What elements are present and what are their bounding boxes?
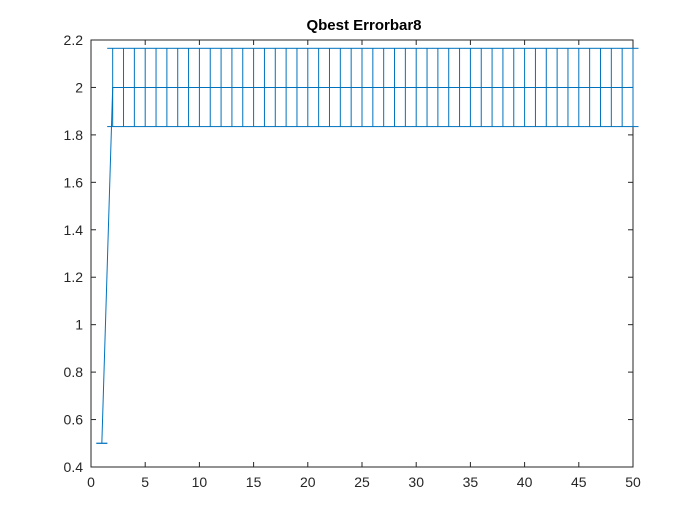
x-tick-label: 0 [87, 474, 95, 490]
x-tick-label: 50 [625, 474, 641, 490]
x-tick-label: 5 [141, 474, 149, 490]
x-tick-label: 15 [246, 474, 262, 490]
y-tick-label: 2 [75, 79, 83, 95]
y-tick-label: 1.6 [64, 174, 84, 190]
y-tick-label: 1.4 [64, 222, 84, 238]
x-tick-label: 40 [517, 474, 533, 490]
x-tick-label: 35 [463, 474, 479, 490]
y-tick-label: 2.2 [64, 32, 84, 48]
y-tick-label: 0.6 [64, 412, 84, 428]
y-tick-label: 0.4 [64, 459, 84, 475]
axes: 0 5 10 15 20 25 30 35 40 45 50 0.4 0.6 0.8 1 1.2 1.4 1.6 1… [64, 32, 641, 490]
y-tick-label: 1 [75, 317, 83, 333]
plot-area [96, 47, 639, 444]
y-tick-label: 1.2 [64, 269, 84, 285]
x-tick-label: 20 [300, 474, 316, 490]
series-line [101, 86, 633, 444]
x-tick-label: 45 [571, 474, 587, 490]
chart-title: Qbest Errorbar8 [306, 17, 421, 34]
x-tick-label: 25 [354, 474, 370, 490]
y-tick-label: 1.8 [64, 127, 84, 143]
x-tick-label: 10 [192, 474, 208, 490]
y-tick-label: 0.8 [64, 364, 84, 380]
x-tick-label: 30 [408, 474, 424, 490]
